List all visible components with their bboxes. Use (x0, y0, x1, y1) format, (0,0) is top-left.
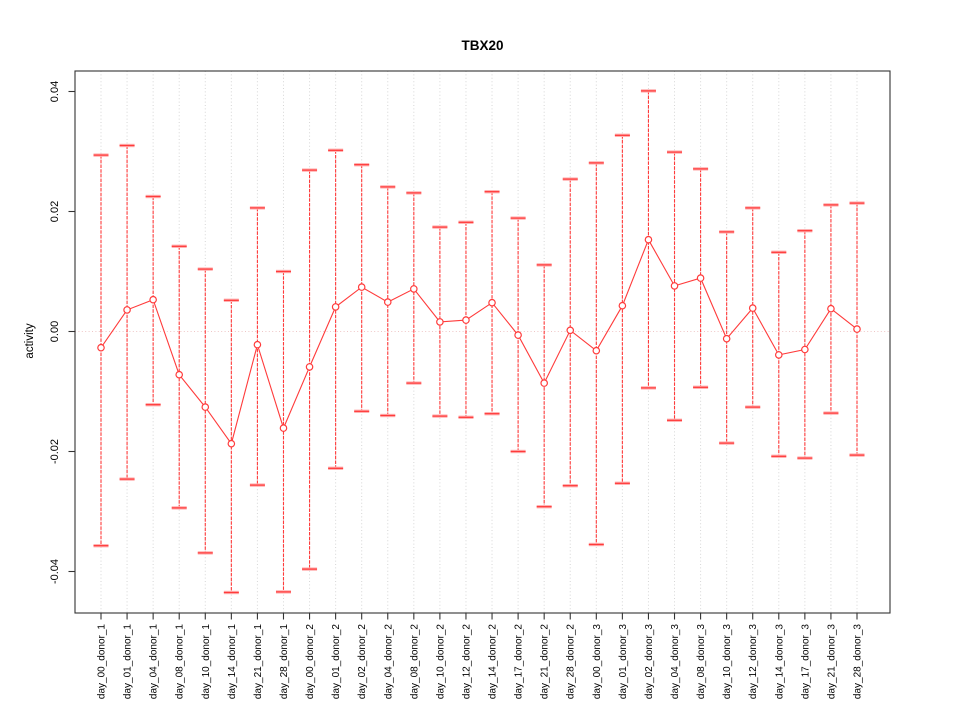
data-point (514, 331, 522, 339)
data-point (748, 304, 757, 312)
x-tick-label: day_12_donor_2 (461, 624, 472, 700)
data-point (253, 340, 262, 349)
x-tick-label: day_01_donor_2 (331, 624, 342, 700)
data-point (305, 363, 314, 371)
x-tick-label: day_17_donor_2 (514, 624, 525, 700)
frame (74, 70, 891, 614)
data-point (462, 316, 470, 324)
x-tick-label: day_28_donor_3 (853, 624, 864, 700)
data-point (696, 274, 705, 282)
x-tick-label: day_10_donor_2 (435, 624, 446, 700)
x-tick-label: day_21_donor_1 (253, 624, 264, 700)
data-point (618, 301, 627, 310)
x-tick-label: day_04_donor_3 (670, 624, 681, 700)
data-point (488, 298, 496, 307)
x-tick-label: day_01_donor_3 (618, 624, 629, 700)
error-bars (93, 89, 865, 595)
x-tick-label: day_04_donor_2 (383, 624, 394, 700)
data-point (97, 343, 105, 352)
y-tick-label: -0.02 (49, 439, 61, 464)
y-tick-label: 0.00 (49, 321, 61, 342)
x-axis: day_00_donor_1 day_01_donor_1 day_04_donor… (97, 613, 864, 699)
data-point (227, 439, 236, 448)
data-point (410, 285, 418, 293)
gridlines (100, 71, 858, 613)
data-point (540, 379, 548, 387)
series-line (100, 238, 858, 445)
y-tick-label: -0.04 (49, 559, 61, 584)
data-point (827, 304, 835, 313)
x-tick-label: day_00_donor_1 (97, 624, 108, 700)
data-point (644, 235, 653, 244)
x-tick-label: day_14_donor_2 (488, 624, 499, 700)
data-point (566, 326, 575, 335)
data-point (436, 318, 444, 326)
y-tick-label: 0.02 (49, 201, 61, 222)
x-tick-label: day_01_donor_1 (123, 624, 134, 700)
data-point (774, 351, 783, 359)
y-axis: -0.04 -0.02 0.00 0.02 0.04 (49, 81, 75, 584)
x-tick-label: day_21_donor_2 (540, 624, 551, 700)
x-tick-label: day_14_donor_1 (227, 624, 238, 700)
plot-box (74, 70, 891, 614)
data-point (853, 325, 861, 333)
x-tick-label: day_10_donor_3 (722, 624, 733, 700)
x-tick-label: day_08_donor_3 (696, 624, 707, 700)
x-tick-label: day_12_donor_3 (748, 624, 759, 700)
data-point (592, 346, 601, 355)
data-point (383, 298, 392, 306)
data-point (331, 303, 340, 311)
x-tick-label: day_08_donor_2 (409, 624, 420, 700)
data-point (357, 283, 366, 291)
x-tick-label: day_10_donor_1 (201, 624, 212, 700)
data-point (801, 345, 809, 354)
x-tick-label: day_02_donor_3 (644, 624, 655, 700)
x-tick-label: day_17_donor_3 (800, 624, 811, 700)
data-point (201, 403, 210, 411)
x-tick-label: day_14_donor_3 (774, 624, 785, 700)
x-tick-label: day_02_donor_2 (357, 624, 368, 700)
data-point (149, 295, 157, 304)
data-point (722, 334, 731, 343)
x-tick-label: day_28_donor_1 (279, 624, 290, 700)
data-point (670, 282, 679, 290)
chart-title: TBX20 (461, 38, 504, 53)
x-tick-label: day_04_donor_1 (149, 624, 160, 700)
x-tick-label: day_21_donor_3 (826, 624, 837, 700)
data-point (123, 306, 131, 314)
data-point (279, 424, 288, 432)
data-point (175, 370, 184, 379)
x-tick-label: day_00_donor_2 (305, 624, 316, 700)
y-tick-label: 0.04 (49, 81, 61, 102)
x-tick-label: day_08_donor_1 (175, 624, 186, 700)
x-tick-label: day_28_donor_2 (566, 624, 577, 700)
series (100, 238, 858, 445)
data-points (97, 235, 861, 448)
x-tick-label: day_00_donor_3 (592, 624, 603, 700)
